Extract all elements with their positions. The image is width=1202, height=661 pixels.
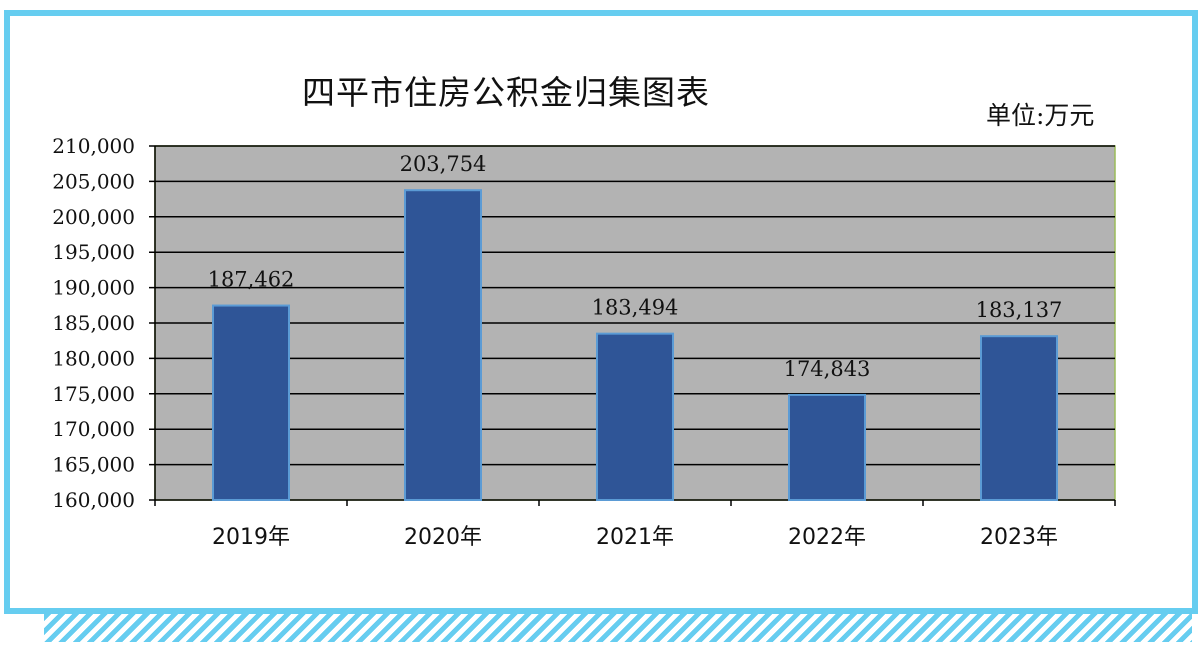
bar-5 — [980, 335, 1058, 501]
y-tick-label: 180,000 — [52, 346, 135, 370]
data-labels: 187,462 203,754 183,494 174,843 183,137 — [208, 152, 1063, 381]
bar-2 — [404, 189, 482, 501]
chart-title: 四平市住房公积金归集图表 — [302, 73, 710, 112]
bar-4 — [788, 393, 866, 501]
x-tick-label: 2020年 — [404, 525, 482, 550]
y-tick-label: 190,000 — [52, 276, 135, 300]
decorative-stripes — [44, 614, 1192, 642]
data-label: 187,462 — [208, 268, 295, 292]
y-tick-label: 210,000 — [52, 134, 135, 158]
x-tick-label: 2023年 — [980, 525, 1058, 550]
data-label: 174,843 — [784, 357, 871, 381]
y-tick-label: 175,000 — [52, 382, 135, 406]
x-tick-label: 2022年 — [788, 525, 866, 550]
y-tick-label: 170,000 — [52, 417, 135, 441]
y-tick-label: 185,000 — [52, 311, 135, 335]
y-tick-label: 205,000 — [52, 169, 135, 193]
x-axis: 2019年 2020年 2021年 2022年 2023年 — [154, 500, 1116, 550]
y-tick-label: 165,000 — [52, 453, 135, 477]
y-tick-label: 200,000 — [52, 205, 135, 229]
data-label: 203,754 — [400, 152, 487, 176]
bar-3 — [596, 332, 674, 501]
bar-1 — [212, 304, 290, 501]
data-label: 183,137 — [976, 298, 1063, 322]
unit-label: 单位:万元 — [986, 101, 1095, 130]
y-tick-label: 160,000 — [52, 488, 135, 512]
y-axis: 160,000 165,000 170,000 175,000 180,000 185,0… — [52, 134, 156, 512]
bars — [212, 189, 1058, 501]
x-tick-label: 2021年 — [596, 525, 674, 550]
x-tick-label: 2019年 — [212, 525, 290, 550]
data-label: 183,494 — [592, 296, 679, 320]
y-tick-label: 195,000 — [52, 240, 135, 264]
